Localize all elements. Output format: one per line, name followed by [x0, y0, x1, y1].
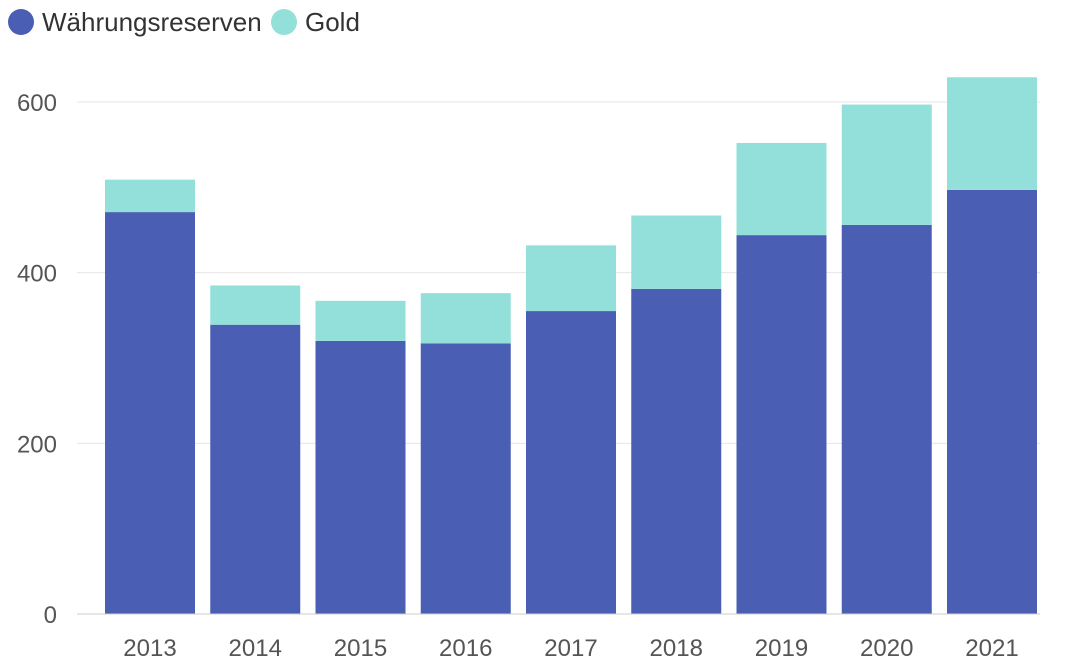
bar-gold-2021[interactable] — [947, 77, 1037, 190]
legend-item-waehrungsreserven[interactable]: Währungsreserven — [8, 7, 262, 37]
x-tick-label-2015: 2015 — [334, 635, 387, 660]
legend-label-waehrungsreserven: Währungsreserven — [42, 7, 262, 37]
x-tick-label-2013: 2013 — [123, 635, 176, 660]
x-tick-label-2017: 2017 — [544, 635, 597, 660]
legend: Währungsreserven Gold — [8, 7, 360, 37]
bars — [105, 77, 1037, 615]
bar-waehrungsreserven-2017[interactable] — [526, 311, 616, 614]
bar-waehrungsreserven-2019[interactable] — [736, 235, 827, 614]
x-tick-label-2018: 2018 — [650, 635, 703, 660]
x-tick-label-2019: 2019 — [755, 635, 808, 660]
bar-gold-2020[interactable] — [841, 104, 932, 225]
bar-waehrungsreserven-2020[interactable] — [841, 224, 932, 614]
bar-gold-2016[interactable] — [420, 293, 511, 344]
bar-gold-2014[interactable] — [210, 285, 301, 325]
legend-item-gold[interactable]: Gold — [271, 7, 360, 37]
bar-gold-2013[interactable] — [105, 179, 195, 213]
bar-waehrungsreserven-2021[interactable] — [947, 189, 1037, 615]
bar-gold-2015[interactable] — [315, 300, 406, 341]
x-axis: 2013 2014 2015 2016 2017 2018 2019 2020 2021 — [77, 613, 1040, 660]
bar-gold-2019[interactable] — [736, 142, 827, 236]
legend-swatch-waehrungsreserven — [8, 9, 34, 35]
legend-label-gold: Gold — [305, 7, 360, 37]
bar-waehrungsreserven-2013[interactable] — [105, 212, 195, 614]
y-tick-label-400: 400 — [17, 261, 57, 288]
y-tick-label-600: 600 — [17, 90, 57, 117]
x-tick-label-2014: 2014 — [229, 635, 282, 660]
bar-gold-2018[interactable] — [631, 215, 722, 289]
bar-waehrungsreserven-2015[interactable] — [315, 340, 406, 614]
bar-waehrungsreserven-2016[interactable] — [420, 343, 511, 614]
x-tick-label-2020: 2020 — [860, 635, 913, 660]
bar-waehrungsreserven-2018[interactable] — [631, 288, 722, 614]
bar-waehrungsreserven-2014[interactable] — [210, 324, 301, 614]
y-tick-label-200: 200 — [17, 431, 57, 458]
y-axis: 0 200 400 600 — [17, 90, 57, 629]
x-tick-label-2021: 2021 — [965, 635, 1018, 660]
bar-gold-2017[interactable] — [526, 245, 616, 312]
x-tick-label-2016: 2016 — [439, 635, 492, 660]
legend-swatch-gold — [271, 9, 297, 35]
y-tick-label-0: 0 — [44, 602, 57, 629]
